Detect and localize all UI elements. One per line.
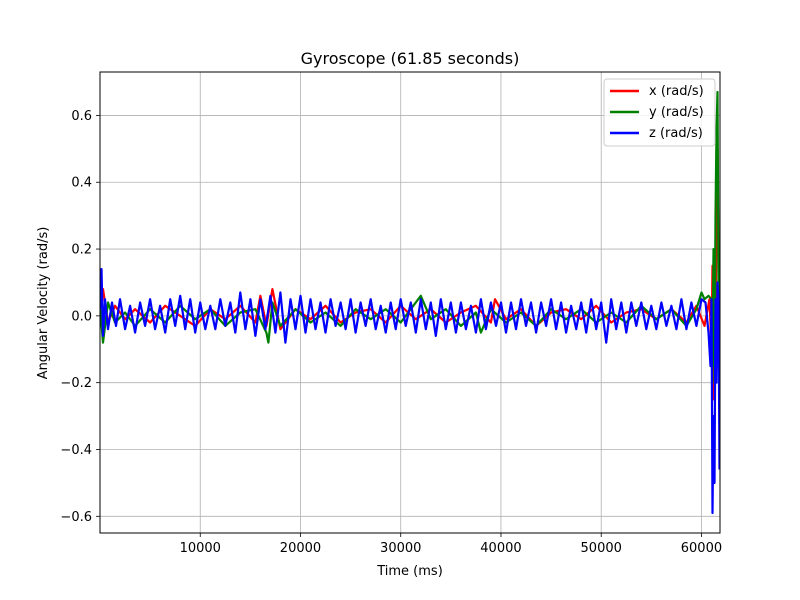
y-axis-label: Angular Velocity (rad/s) [36,227,51,380]
series-z-line [100,268,720,515]
x-tick-label: 30000 [380,541,421,556]
legend-label-z: z (rad/s) [649,126,703,141]
series-y-line [100,90,720,384]
y-tick-label: 0.0 [71,309,92,324]
legend-label-y: y (rad/s) [649,105,704,120]
x-axis-label: Time (ms) [376,564,443,579]
legend-box [603,78,716,147]
x-tick-label: 40000 [480,541,521,556]
y-tick-label: 0.2 [71,243,92,258]
legend: x (rad/s) y (rad/s) z (rad/s) [603,78,716,147]
y-tick-label: −0.6 [60,510,92,525]
x-tick-label: 20000 [280,541,321,556]
legend-label-x: x (rad/s) [649,84,704,99]
x-tick-label: 50000 [581,541,622,556]
y-tick-label: 0.4 [71,176,92,191]
x-tick-label: 60000 [681,541,722,556]
y-tick-label: −0.4 [60,443,92,458]
x-axis-ticks: 10000 20000 30000 40000 50000 60000 [180,533,722,556]
series-lines [100,90,720,515]
y-tick-label: 0.6 [71,109,92,124]
series-x-line [100,147,720,401]
y-axis-ticks: −0.6 −0.4 −0.2 0.0 0.2 0.4 0.6 [60,109,100,525]
x-tick-label: 10000 [180,541,221,556]
plot-area-frame [99,71,721,534]
chart-title: Gyroscope (61.85 seconds) [301,49,520,68]
y-tick-label: −0.2 [60,376,92,391]
